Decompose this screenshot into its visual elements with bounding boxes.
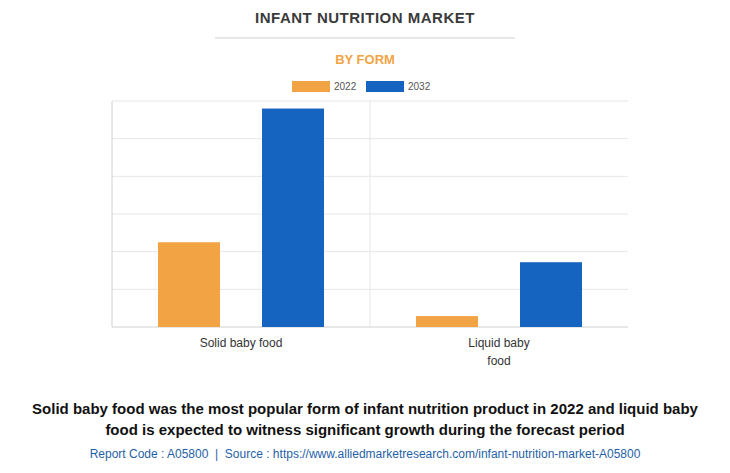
y-axis: [112, 101, 113, 327]
legend-swatch: [366, 81, 404, 92]
legend-label: 2022: [334, 81, 357, 92]
category-label: Solid baby food: [198, 334, 284, 352]
bar: [520, 262, 582, 327]
band-divider: [370, 101, 371, 327]
subtitle: BY FORM: [335, 52, 395, 67]
title-rule: [215, 38, 515, 39]
source: Report Code : A05800 | Source : https://…: [0, 447, 730, 461]
caption: Solid baby food was the most popular for…: [20, 398, 710, 440]
category-label: Liquid baby food: [456, 334, 542, 370]
title: INFANT NUTRITION MARKET: [255, 9, 475, 26]
bar: [158, 242, 220, 327]
legend-label: 2032: [408, 81, 431, 92]
bars: [158, 109, 582, 327]
bar: [262, 109, 324, 327]
bar: [416, 316, 478, 327]
legend-swatch: [292, 81, 330, 92]
